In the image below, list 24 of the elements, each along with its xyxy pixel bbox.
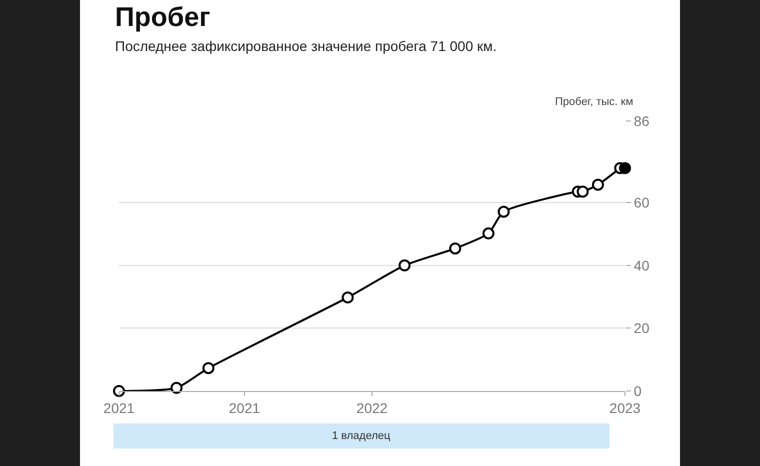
point xyxy=(619,162,631,174)
chart-title: Пробег xyxy=(115,2,210,33)
x-tick-label: 2021 xyxy=(103,400,135,416)
text: 1 владелец xyxy=(332,430,392,442)
point xyxy=(592,178,604,191)
x-tick-label: 2022 xyxy=(356,400,388,416)
point xyxy=(498,206,510,218)
point xyxy=(202,362,214,374)
point xyxy=(113,385,125,397)
y-tick-label: 40 xyxy=(634,257,650,274)
point xyxy=(576,186,589,198)
point xyxy=(449,242,462,254)
point xyxy=(398,259,411,272)
x-tick-label: 2023 xyxy=(609,400,641,416)
y-tick-label: 20 xyxy=(634,320,650,336)
chart-subtitle: Последнее зафиксированное значение пробега 71 000 км. xyxy=(115,38,497,54)
y-axis-title: Пробег, тыс. км xyxy=(555,96,634,108)
y-tick-label: 0 xyxy=(634,382,642,399)
x-tick-label: 2021 xyxy=(228,400,260,416)
point xyxy=(170,382,183,394)
y-tick-label: 86 xyxy=(634,112,650,129)
y-tick-label: 60 xyxy=(634,194,650,211)
point xyxy=(482,227,494,240)
point xyxy=(342,291,354,304)
